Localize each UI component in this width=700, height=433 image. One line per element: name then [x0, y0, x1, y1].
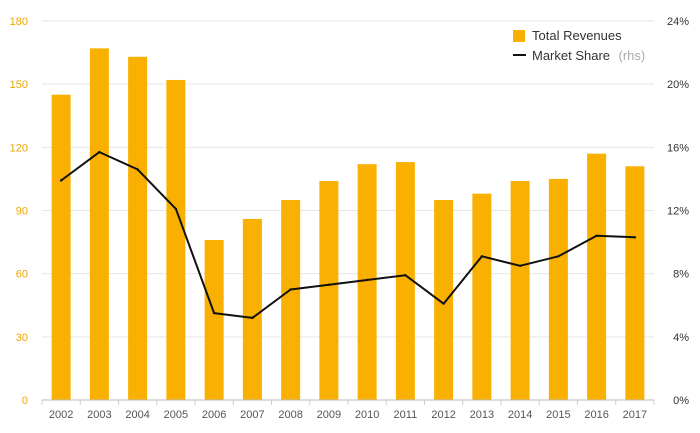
legend-label-total-revenues: Total Revenues [532, 28, 622, 43]
x-tick-label: 2011 [394, 409, 418, 421]
bar-2002 [51, 94, 71, 400]
y-axis-right: 0% 4% 8% 12% 16% 20% 24% [667, 16, 689, 407]
market-share-point-2006 [212, 311, 216, 315]
x-tick-label: 2002 [49, 409, 73, 421]
y-right-tick-label: 12% [667, 206, 689, 218]
bar-2014 [510, 181, 530, 400]
market-share-point-2003 [98, 150, 101, 154]
bar-2013 [472, 193, 492, 400]
market-share-line [60, 151, 635, 319]
market-share-point-2010 [365, 278, 369, 282]
x-tick-label: 2003 [87, 409, 111, 421]
market-share-point-2008 [289, 288, 292, 291]
y-left-tick-label: 90 [16, 206, 28, 218]
y-right-tick-label: 16% [667, 142, 689, 154]
bar-2008 [281, 199, 301, 400]
x-tick-label: 2014 [508, 409, 532, 421]
bar-2016 [587, 153, 607, 400]
x-tick-label: 2010 [355, 409, 379, 421]
bar-2003 [89, 48, 109, 400]
bar-2010 [357, 164, 377, 400]
legend-note-rhs: (rhs) [619, 48, 646, 63]
bar-2005 [166, 79, 186, 400]
market-share-point-2015 [557, 255, 560, 258]
x-tick-label: 2017 [623, 409, 647, 421]
legend-swatch-total-revenues [513, 30, 525, 42]
y-axis-left: 0 30 60 90 120 150 180 [10, 16, 28, 407]
bar-2004 [128, 56, 148, 401]
x-tick-label: 2007 [240, 409, 264, 421]
market-share-point-2013 [480, 255, 484, 258]
bar-2015 [548, 178, 568, 400]
y-right-tick-label: 4% [673, 332, 689, 344]
x-tick-label: 2006 [202, 409, 226, 421]
y-right-tick-label: 20% [667, 79, 689, 91]
market-share-line-group [59, 150, 637, 320]
x-tick-label: 2004 [125, 409, 149, 421]
x-tick-label: 2009 [317, 409, 341, 421]
x-tick-label: 2012 [431, 409, 455, 421]
market-share-point-2004 [136, 168, 139, 171]
y-left-tick-label: 150 [10, 79, 28, 91]
y-left-tick-label: 60 [16, 269, 28, 281]
market-share-point-2005 [174, 207, 178, 211]
bar-2009 [319, 181, 339, 400]
y-left-tick-label: 30 [16, 332, 28, 344]
x-tick-label: 2016 [584, 409, 608, 421]
market-share-point-2012 [442, 302, 445, 305]
bar-2017 [625, 166, 645, 400]
y-right-tick-label: 24% [667, 16, 689, 28]
x-tick-label: 2008 [278, 409, 302, 421]
y-left-tick-label: 120 [10, 142, 28, 154]
market-share-point-2016 [595, 234, 598, 237]
market-share-point-2017 [633, 236, 637, 239]
market-share-point-2014 [518, 264, 522, 267]
revenue-bars [51, 48, 645, 401]
x-tick-label: 2013 [470, 409, 494, 421]
market-share-point-2007 [251, 316, 254, 320]
legend-label-market-share: Market Share [532, 48, 610, 63]
x-axis: 2002 2003 2004 2005 2006 2007 2008 2009 2010 2011… [41, 400, 655, 421]
bar-2007 [242, 218, 262, 400]
bar-2006 [204, 239, 224, 400]
legend-label-market-share-row: Market Share (rhs) [532, 47, 645, 64]
market-share-point-2009 [327, 283, 331, 286]
market-share-point-2011 [404, 274, 407, 277]
market-share-point-2002 [59, 179, 63, 182]
x-tick-label: 2005 [164, 409, 188, 421]
y-left-tick-label: 0 [22, 395, 28, 407]
bar-2011 [395, 162, 415, 400]
legend: Total Revenues Market Share (rhs) [513, 28, 645, 64]
y-right-tick-label: 8% [673, 269, 689, 281]
y-right-tick-label: 0% [673, 395, 689, 407]
x-tick-label: 2015 [546, 409, 570, 421]
y-left-tick-label: 180 [10, 16, 28, 28]
bar-2012 [434, 199, 454, 400]
